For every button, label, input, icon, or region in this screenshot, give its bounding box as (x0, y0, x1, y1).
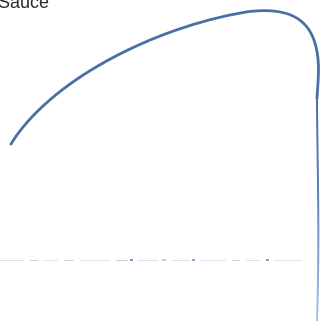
curve-arc (9, 9, 320, 146)
curve-tail (316, 97, 320, 321)
dotted-line (0, 259, 302, 261)
caption-text: Sauce (0, 0, 50, 12)
